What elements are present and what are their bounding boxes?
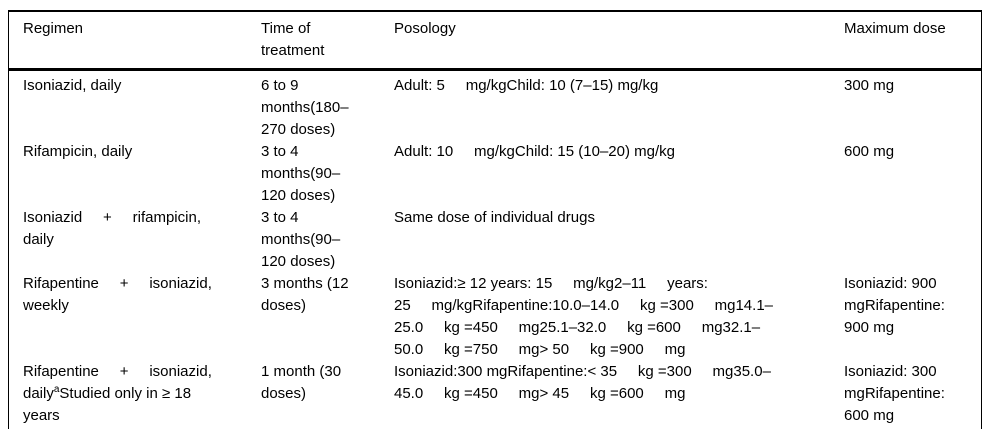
- cell-posology: Adult: 10 mg/kgChild: 15 (10–20) mg/kg: [394, 143, 675, 160]
- table-body: Isoniazid, daily 6 to 9 months(180– 270 …: [9, 71, 981, 429]
- cell-posology: Isoniazid:300 mgRifapentine:< 35 kg =300…: [394, 363, 771, 402]
- header-posology: Posology: [394, 20, 456, 37]
- cell-regimen: Rifapentine + isoniazid, weekly: [23, 275, 212, 314]
- cell-max-dose: 300 mg: [844, 77, 895, 94]
- cell-regimen: Rifampicin, daily: [23, 143, 133, 160]
- cell-max-dose: Isoniazid: 900 mgRifapentine: 900 mg: [844, 275, 945, 336]
- cell-time: 3 to 4 months(90– 120 doses): [261, 209, 341, 270]
- cell-regimen: Rifapentine + isoniazid, dailyaStudied o…: [9, 361, 261, 427]
- cell-time: 3 to 4 months(90– 120 doses): [261, 143, 341, 204]
- regimen-text: Rifapentine + isoniazid, daily: [23, 363, 212, 402]
- cell-max-dose: 600 mg: [844, 143, 895, 160]
- header-time: Time of treatment: [261, 20, 325, 59]
- regimen-footnote-text: Studied only in ≥ 18 years: [23, 385, 192, 424]
- cell-regimen: Isoniazid + rifampicin, daily: [23, 209, 201, 248]
- cell-max-dose: [844, 207, 981, 273]
- table-row: Isoniazid, daily 6 to 9 months(180– 270 …: [9, 75, 981, 141]
- cell-max-dose: Isoniazid: 300 mgRifapentine: 600 mg: [844, 363, 945, 424]
- table-row: Rifapentine + isoniazid, dailyaStudied o…: [9, 361, 981, 427]
- table-row: Isoniazid + rifampicin, daily 3 to 4 mon…: [9, 207, 981, 273]
- cell-time: 3 months (12 doses): [261, 275, 349, 314]
- header-maximum-dose: Maximum dose: [844, 20, 946, 37]
- cell-posology: Isoniazid:≥ 12 years: 15 mg/kg2–11 years…: [394, 275, 773, 358]
- header-regimen: Regimen: [23, 20, 84, 37]
- footnote-marker: a: [53, 384, 60, 395]
- cell-posology: Same dose of individual drugs: [394, 209, 595, 226]
- cell-posology: Adult: 5 mg/kgChild: 10 (7–15) mg/kg: [394, 77, 659, 94]
- cell-regimen: Isoniazid, daily: [23, 77, 122, 94]
- posology-table: Regimen Time of treatment Posology Maxim…: [8, 10, 982, 429]
- cell-time: 6 to 9 months(180– 270 doses): [261, 77, 349, 138]
- cell-time: 1 month (30 doses): [261, 363, 342, 402]
- table-row: Rifapentine + isoniazid, weekly 3 months…: [9, 273, 981, 361]
- table-row: Rifampicin, daily 3 to 4 months(90– 120 …: [9, 141, 981, 207]
- table-header-row: Regimen Time of treatment Posology Maxim…: [9, 12, 981, 71]
